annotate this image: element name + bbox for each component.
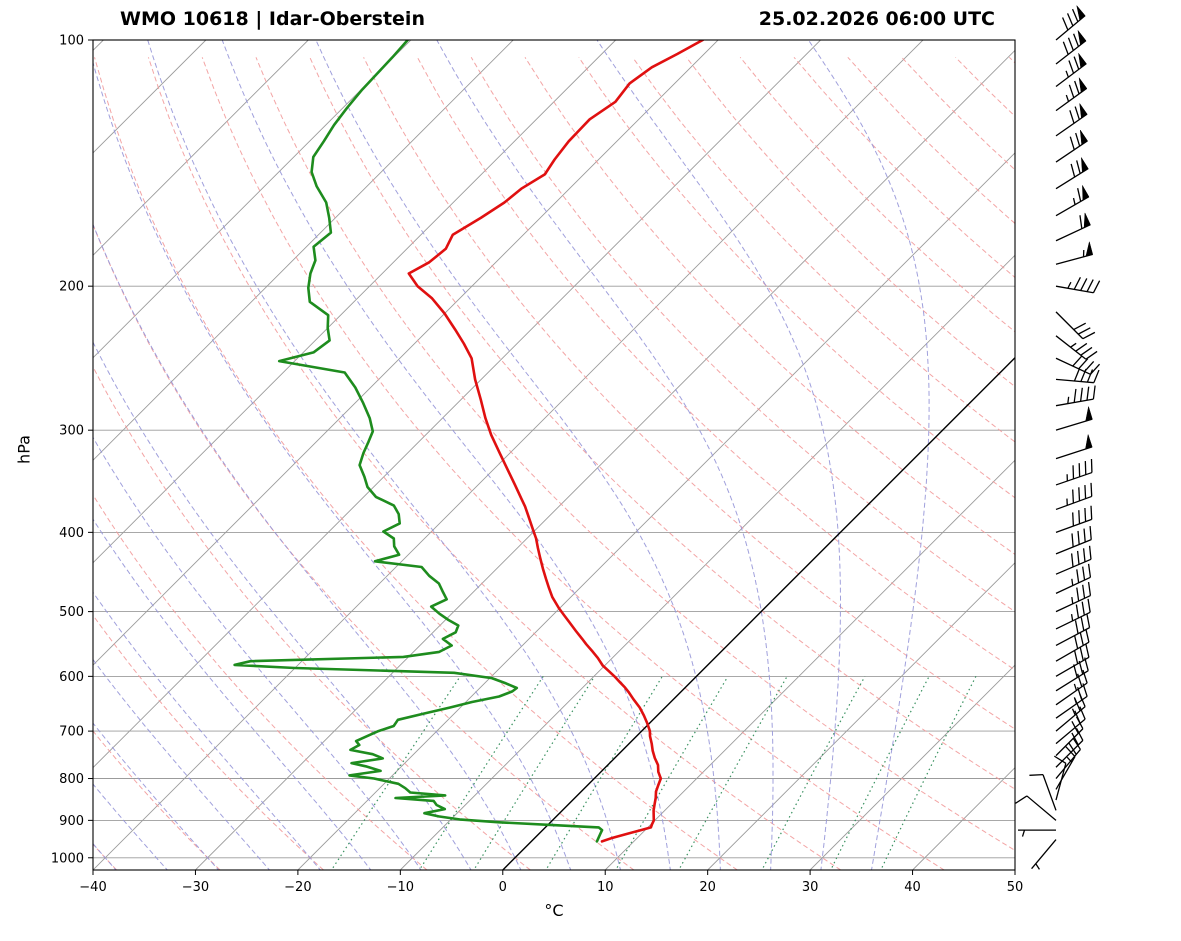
wind-barb: [1055, 241, 1094, 265]
wind-barb: [1029, 773, 1057, 811]
svg-text:20: 20: [699, 880, 716, 895]
wind-barb: [1055, 545, 1092, 575]
wind-barb: [1018, 829, 1056, 837]
wind-barbs: [1015, 5, 1101, 870]
wind-barb: [1055, 706, 1086, 745]
wind-barb: [1055, 643, 1090, 677]
moist-adiabats: [93, 40, 930, 870]
wind-barb: [1055, 185, 1090, 217]
wind-barb: [1055, 737, 1081, 779]
wind-barb: [1055, 276, 1101, 294]
wind-barb: [1031, 839, 1057, 870]
wind-barb: [1055, 355, 1101, 375]
pressure-tick-labels: 100 200 300 400 500 600 700 800 900 1000: [51, 34, 93, 866]
svg-text:300: 300: [59, 424, 84, 439]
wind-barb: [1055, 335, 1098, 360]
temperature-curve: [407, 40, 705, 843]
wind-barb: [1055, 77, 1088, 112]
svg-text:500: 500: [59, 605, 84, 620]
svg-text:200: 200: [59, 280, 84, 295]
wind-barb: [1055, 458, 1093, 486]
svg-text:40: 40: [904, 880, 921, 895]
wind-barb: [1055, 5, 1086, 41]
station-title: WMO 10618 | Idar-Oberstein: [120, 8, 425, 30]
wind-barb: [1055, 368, 1100, 384]
wind-barb: [1015, 795, 1057, 821]
dry-adiabats: [93, 56, 1015, 870]
dewpoint-curve: [233, 40, 604, 843]
wind-barb: [1055, 53, 1087, 88]
svg-text:800: 800: [59, 772, 84, 787]
svg-text:0: 0: [499, 880, 507, 895]
wind-barb: [1055, 581, 1092, 613]
temp-tick-labels: −40 −30 −20 −10 0 10 20 30 40 50: [79, 870, 1023, 895]
svg-text:−20: −20: [284, 880, 311, 895]
svg-text:−10: −10: [387, 880, 414, 895]
svg-text:−40: −40: [79, 880, 106, 895]
isotherm-grid: [93, 40, 1015, 870]
svg-text:1000: 1000: [51, 851, 84, 866]
wind-barb: [1055, 728, 1084, 768]
svg-text:400: 400: [59, 526, 84, 541]
wind-barb: [1055, 598, 1091, 630]
wind-barb: [1055, 103, 1088, 137]
wind-barb: [1055, 563, 1092, 594]
svg-text:600: 600: [59, 670, 84, 685]
wind-barb: [1055, 385, 1096, 407]
wind-barb: [1055, 614, 1091, 647]
svg-text:50: 50: [1007, 880, 1024, 895]
svg-text:100: 100: [59, 34, 84, 49]
wind-barb: [1055, 311, 1096, 340]
wind-barb: [1055, 406, 1093, 431]
wind-barb: [1055, 526, 1092, 555]
svg-text:700: 700: [59, 725, 84, 740]
svg-text:30: 30: [802, 880, 819, 895]
wind-barb: [1055, 669, 1088, 706]
wind-barb: [1055, 482, 1093, 511]
pressure-axis-label: hPa: [14, 435, 34, 464]
isobar-grid: [93, 40, 1015, 859]
wind-barb: [1055, 30, 1087, 65]
svg-text:10: 10: [597, 880, 614, 895]
wind-barb: [1055, 157, 1089, 190]
mixing-ratio-lines: [330, 676, 977, 870]
plot-area: [93, 40, 1015, 870]
wind-barb: [1055, 505, 1093, 533]
wind-barb: [1055, 129, 1088, 163]
svg-text:900: 900: [59, 814, 84, 829]
zero-isotherm-line: [502, 356, 1015, 870]
wind-barb: [1055, 212, 1091, 242]
wind-barb: [1055, 434, 1093, 460]
temperature-axis-label: °C: [544, 901, 564, 920]
svg-text:−30: −30: [182, 880, 209, 895]
datetime-title: 25.02.2026 06:00 UTC: [758, 8, 995, 30]
wind-barb: [1055, 628, 1090, 662]
